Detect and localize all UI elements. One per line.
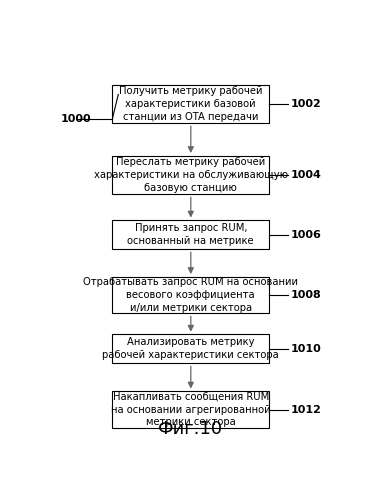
Text: Получить метрику рабочей
характеристики базовой
станции из OTA передачи: Получить метрику рабочей характеристики …	[119, 86, 262, 122]
Text: 1004: 1004	[291, 170, 321, 180]
Text: 1006: 1006	[291, 230, 321, 240]
Text: 1010: 1010	[291, 344, 321, 354]
Text: Переслать метрику рабочей
характеристики на обслуживающую
базовую станцию: Переслать метрику рабочей характеристики…	[94, 157, 288, 193]
Text: Принять запрос RUM,
основанный на метрике: Принять запрос RUM, основанный на метрик…	[128, 224, 254, 246]
Text: Отрабатывать запрос RUM на основании
весового коэффициента
и/или метрики сектора: Отрабатывать запрос RUM на основании вес…	[83, 277, 298, 313]
Text: 1008: 1008	[291, 290, 321, 300]
Text: 1002: 1002	[291, 99, 321, 109]
Bar	[112, 156, 269, 195]
Text: Фиг.10: Фиг.10	[158, 420, 223, 438]
Bar	[112, 391, 269, 428]
Bar	[112, 277, 269, 313]
Text: Анализировать метрику
рабочей характеристики сектора: Анализировать метрику рабочей характерис…	[103, 337, 279, 360]
Text: 1000: 1000	[61, 114, 92, 124]
Bar	[112, 85, 269, 123]
Text: Накапливать сообщения RUM
на основании агрегированной
метрики сектора: Накапливать сообщения RUM на основании а…	[111, 392, 271, 427]
Bar	[112, 220, 269, 249]
Text: 1012: 1012	[291, 405, 321, 415]
Bar	[112, 334, 269, 363]
